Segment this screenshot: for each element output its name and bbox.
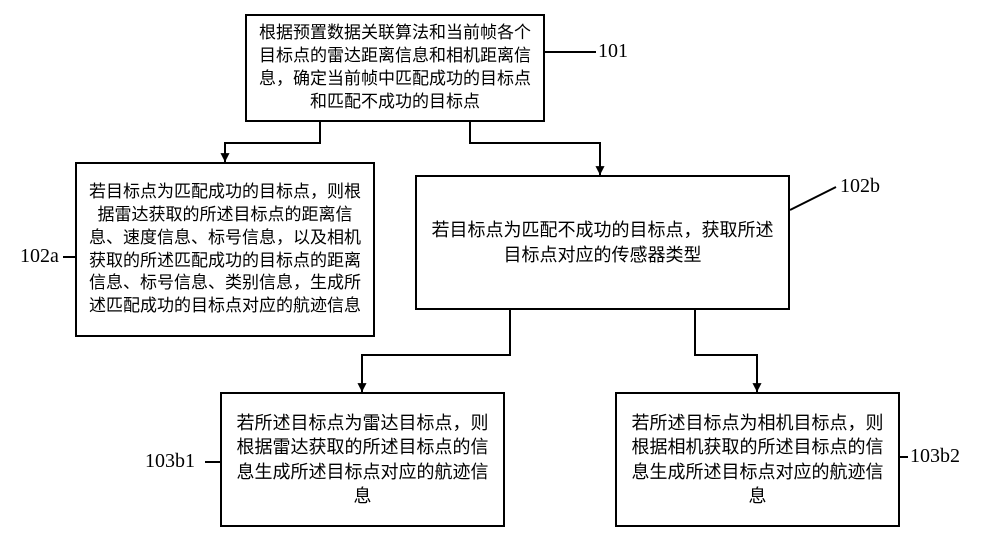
node-103b1-text: 若所述目标点为雷达目标点，则根据雷达获取的所述目标点的信息生成所述目标点对应的航… xyxy=(228,411,497,508)
flowchart-canvas: 根据预置数据关联算法和当前帧各个目标点的雷达距离信息和相机距离信息，确定当前帧中… xyxy=(0,0,1000,554)
label-103b1-text: 103b1 xyxy=(145,450,195,472)
label-102a: 102a xyxy=(20,245,59,268)
label-103b1: 103b1 xyxy=(145,450,195,473)
label-101: 101 xyxy=(598,40,628,63)
label-102b: 102b xyxy=(840,175,880,198)
node-101-text: 根据预置数据关联算法和当前帧各个目标点的雷达距离信息和相机距离信息，确定当前帧中… xyxy=(253,22,537,114)
label-102b-text: 102b xyxy=(840,175,880,197)
node-103b1: 若所述目标点为雷达目标点，则根据雷达获取的所述目标点的信息生成所述目标点对应的航… xyxy=(220,392,505,527)
node-102b: 若目标点为匹配不成功的目标点，获取所述目标点对应的传感器类型 xyxy=(415,175,790,310)
label-102a-text: 102a xyxy=(20,245,59,267)
node-103b2: 若所述目标点为相机目标点，则根据相机获取的所述目标点的信息生成所述目标点对应的航… xyxy=(615,392,900,527)
node-102a-text: 若目标点为匹配成功的目标点，则根据雷达获取的所述目标点的距离信息、速度信息、标号… xyxy=(83,181,367,319)
label-103b2-text: 103b2 xyxy=(910,445,960,467)
node-103b2-text: 若所述目标点为相机目标点，则根据相机获取的所述目标点的信息生成所述目标点对应的航… xyxy=(623,411,892,508)
node-102a: 若目标点为匹配成功的目标点，则根据雷达获取的所述目标点的距离信息、速度信息、标号… xyxy=(75,162,375,337)
label-101-text: 101 xyxy=(598,40,628,62)
label-103b2: 103b2 xyxy=(910,445,960,468)
node-102b-text: 若目标点为匹配不成功的目标点，获取所述目标点对应的传感器类型 xyxy=(423,218,782,267)
node-101: 根据预置数据关联算法和当前帧各个目标点的雷达距离信息和相机距离信息，确定当前帧中… xyxy=(245,14,545,122)
